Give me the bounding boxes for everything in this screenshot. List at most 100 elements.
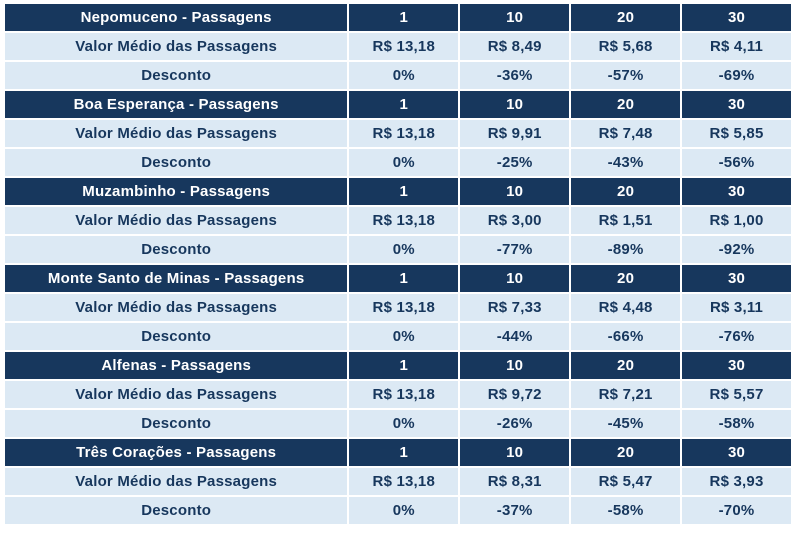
discount-value-cell: -69%	[682, 62, 791, 89]
fare-row: Valor Médio das Passagens R$ 13,18 R$ 9,91…	[5, 120, 791, 147]
discount-value-cell: -45%	[571, 410, 681, 437]
fare-row-label: Valor Médio das Passagens	[5, 468, 348, 495]
column-header-cell: 1	[349, 265, 459, 292]
column-header-cell: 1	[349, 4, 459, 31]
discount-value-cell: 0%	[349, 236, 459, 263]
discount-row: Desconto 0% -26% -45% -58%	[5, 410, 791, 437]
column-header-cell: 20	[571, 265, 681, 292]
discount-value-cell: -26%	[460, 410, 570, 437]
discount-value-cell: -58%	[682, 410, 791, 437]
fare-row-label: Valor Médio das Passagens	[5, 207, 348, 234]
fare-value-cell: R$ 9,72	[460, 381, 570, 408]
fare-value-cell: R$ 5,57	[682, 381, 791, 408]
discount-value-cell: -25%	[460, 149, 570, 176]
fare-value-cell: R$ 13,18	[349, 468, 459, 495]
fare-value-cell: R$ 13,18	[349, 207, 459, 234]
section-header-row: Monte Santo de Minas - Passagens 1 10 20 30	[5, 265, 791, 292]
fare-value-cell: R$ 13,18	[349, 120, 459, 147]
section-header-row: Alfenas - Passagens 1 10 20 30	[5, 352, 791, 379]
discount-value-cell: 0%	[349, 323, 459, 350]
column-header-cell: 20	[571, 178, 681, 205]
fare-value-cell: R$ 7,21	[571, 381, 681, 408]
discount-value-cell: -43%	[571, 149, 681, 176]
fare-row-label: Valor Médio das Passagens	[5, 381, 348, 408]
column-header-cell: 10	[460, 439, 570, 466]
discount-value-cell: -89%	[571, 236, 681, 263]
section-title: Muzambinho - Passagens	[5, 178, 348, 205]
fare-value-cell: R$ 13,18	[349, 33, 459, 60]
column-header-cell: 10	[460, 91, 570, 118]
fares-table-body: Nepomuceno - Passagens 1 10 20 30 Valor Médio…	[5, 4, 791, 524]
fare-value-cell: R$ 1,00	[682, 207, 791, 234]
section-header-row: Muzambinho - Passagens 1 10 20 30	[5, 178, 791, 205]
fare-value-cell: R$ 5,68	[571, 33, 681, 60]
discount-value-cell: -36%	[460, 62, 570, 89]
discount-row: Desconto 0% -44% -66% -76%	[5, 323, 791, 350]
fare-value-cell: R$ 5,85	[682, 120, 791, 147]
column-header-cell: 10	[460, 4, 570, 31]
column-header-cell: 30	[682, 439, 791, 466]
discount-value-cell: 0%	[349, 410, 459, 437]
discount-row: Desconto 0% -37% -58% -70%	[5, 497, 791, 524]
fare-value-cell: R$ 4,48	[571, 294, 681, 321]
discount-value-cell: 0%	[349, 497, 459, 524]
section-header-row: Boa Esperança - Passagens 1 10 20 30	[5, 91, 791, 118]
fare-value-cell: R$ 8,31	[460, 468, 570, 495]
fare-value-cell: R$ 3,11	[682, 294, 791, 321]
fare-value-cell: R$ 4,11	[682, 33, 791, 60]
fare-row: Valor Médio das Passagens R$ 13,18 R$ 7,33…	[5, 294, 791, 321]
column-header-cell: 30	[682, 265, 791, 292]
discount-value-cell: -58%	[571, 497, 681, 524]
discount-row-label: Desconto	[5, 410, 348, 437]
discount-value-cell: -57%	[571, 62, 681, 89]
discount-row-label: Desconto	[5, 62, 348, 89]
discount-row-label: Desconto	[5, 149, 348, 176]
discount-value-cell: 0%	[349, 62, 459, 89]
discount-row: Desconto 0% -25% -43% -56%	[5, 149, 791, 176]
discount-value-cell: -76%	[682, 323, 791, 350]
column-header-cell: 30	[682, 4, 791, 31]
discount-value-cell: -70%	[682, 497, 791, 524]
column-header-cell: 1	[349, 178, 459, 205]
discount-row: Desconto 0% -77% -89% -92%	[5, 236, 791, 263]
discount-value-cell: -92%	[682, 236, 791, 263]
fare-value-cell: R$ 13,18	[349, 381, 459, 408]
discount-row-label: Desconto	[5, 497, 348, 524]
fares-table-container: Nepomuceno - Passagens 1 10 20 30 Valor Médio…	[3, 2, 793, 526]
fare-row: Valor Médio das Passagens R$ 13,18 R$ 8,49…	[5, 33, 791, 60]
discount-value-cell: -37%	[460, 497, 570, 524]
fare-value-cell: R$ 7,48	[571, 120, 681, 147]
fare-value-cell: R$ 7,33	[460, 294, 570, 321]
fares-table: Nepomuceno - Passagens 1 10 20 30 Valor Médio…	[3, 2, 793, 526]
discount-value-cell: -56%	[682, 149, 791, 176]
discount-value-cell: -77%	[460, 236, 570, 263]
discount-row-label: Desconto	[5, 323, 348, 350]
fare-value-cell: R$ 8,49	[460, 33, 570, 60]
column-header-cell: 1	[349, 352, 459, 379]
fare-row-label: Valor Médio das Passagens	[5, 120, 348, 147]
discount-row-label: Desconto	[5, 236, 348, 263]
discount-value-cell: 0%	[349, 149, 459, 176]
column-header-cell: 30	[682, 352, 791, 379]
fare-row: Valor Médio das Passagens R$ 13,18 R$ 8,31…	[5, 468, 791, 495]
column-header-cell: 20	[571, 91, 681, 118]
column-header-cell: 10	[460, 178, 570, 205]
section-title: Monte Santo de Minas - Passagens	[5, 265, 348, 292]
column-header-cell: 20	[571, 4, 681, 31]
fare-value-cell: R$ 13,18	[349, 294, 459, 321]
fare-value-cell: R$ 3,00	[460, 207, 570, 234]
fare-value-cell: R$ 3,93	[682, 468, 791, 495]
column-header-cell: 10	[460, 352, 570, 379]
section-title: Três Corações - Passagens	[5, 439, 348, 466]
section-header-row: Três Corações - Passagens 1 10 20 30	[5, 439, 791, 466]
column-header-cell: 10	[460, 265, 570, 292]
column-header-cell: 30	[682, 91, 791, 118]
section-title: Boa Esperança - Passagens	[5, 91, 348, 118]
fare-row: Valor Médio das Passagens R$ 13,18 R$ 9,72…	[5, 381, 791, 408]
fare-value-cell: R$ 1,51	[571, 207, 681, 234]
column-header-cell: 20	[571, 352, 681, 379]
column-header-cell: 30	[682, 178, 791, 205]
fare-row-label: Valor Médio das Passagens	[5, 294, 348, 321]
section-title: Alfenas - Passagens	[5, 352, 348, 379]
fare-row: Valor Médio das Passagens R$ 13,18 R$ 3,00…	[5, 207, 791, 234]
